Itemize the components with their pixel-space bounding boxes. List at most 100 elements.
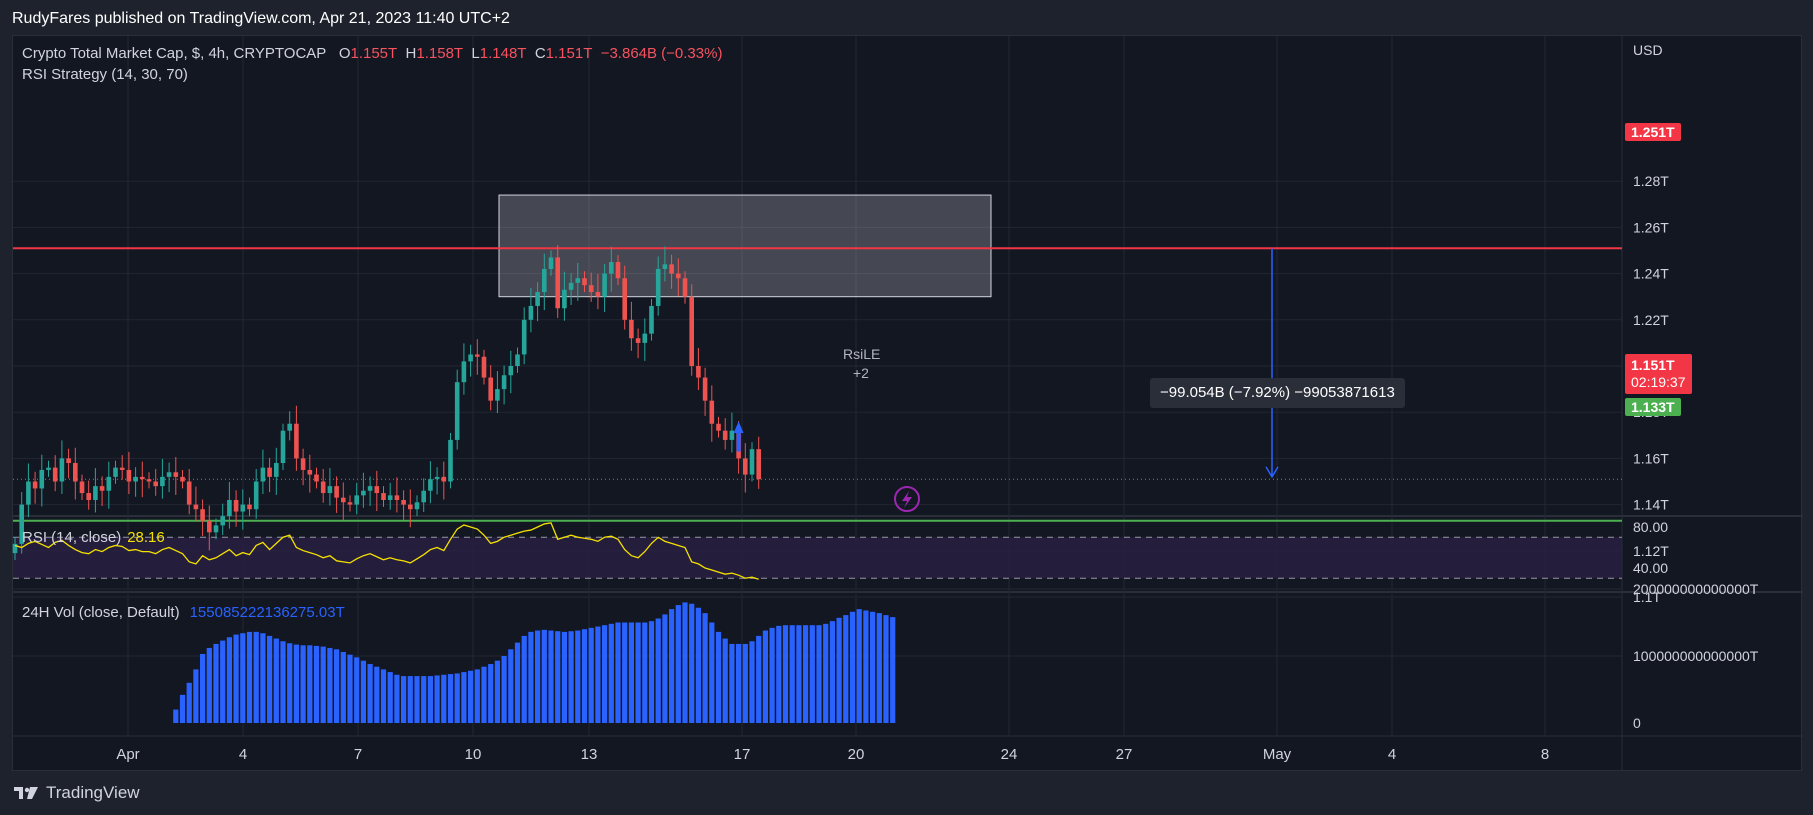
candle-body: [240, 504, 246, 512]
candle-body: [508, 366, 514, 376]
candle-body: [341, 497, 346, 503]
candle-body: [662, 264, 668, 269]
candle-body: [749, 449, 755, 475]
candle-body: [602, 273, 607, 297]
volume-bar: [514, 642, 521, 723]
candle-body: [26, 481, 31, 505]
candle-body: [756, 449, 761, 480]
rsi-value: 28.16: [127, 529, 165, 546]
volume-label[interactable]: 24H Vol (close, Default): [22, 604, 180, 621]
candle-body: [173, 472, 179, 477]
strategy-legend[interactable]: RSI Strategy (14, 30, 70): [22, 66, 188, 83]
candle-body: [334, 486, 339, 498]
tradingview-brand[interactable]: TradingView: [12, 783, 140, 803]
volume-bar: [749, 641, 755, 723]
time-tick-label: 4: [1388, 746, 1396, 763]
volume-bar: [367, 664, 373, 723]
volume-bar: [635, 622, 641, 723]
candle-body: [635, 338, 641, 343]
volume-bar: [575, 630, 581, 723]
volume-bar: [655, 618, 661, 723]
volume-bar: [622, 622, 628, 723]
volume-bar: [447, 674, 454, 723]
price-legend: Crypto Total Market Cap, $, 4h, CRYPTOCA…: [22, 45, 722, 62]
brand-label: TradingView: [46, 783, 140, 802]
candle-body: [253, 481, 259, 510]
candle-body: [52, 467, 58, 482]
volume-bar: [307, 645, 313, 723]
candle-body: [676, 273, 681, 279]
volume-bar: [816, 625, 822, 723]
candle-body: [133, 476, 138, 482]
symbol-label[interactable]: Crypto Total Market Cap, $, 4h, CRYPTOCA…: [22, 45, 327, 62]
volume-bar: [722, 638, 728, 723]
volume-bar: [213, 643, 219, 723]
close-label: C: [534, 45, 546, 62]
candle-body: [66, 458, 71, 464]
rsi-label[interactable]: RSI (14, close): [22, 529, 122, 546]
volume-bar: [742, 643, 748, 723]
candle-body: [548, 257, 554, 269]
candle-body: [595, 292, 601, 297]
volume-bar: [434, 675, 440, 723]
candle-body: [267, 467, 272, 477]
candle-body: [126, 469, 132, 482]
volume-bar: [541, 629, 547, 723]
volume-bar: [501, 656, 507, 723]
volume-bar: [407, 676, 413, 723]
resistance-price-tag: 1.251T: [1625, 123, 1681, 141]
open-label: O: [338, 45, 351, 62]
candle-body: [300, 458, 306, 470]
candle-body: [454, 382, 460, 440]
time-tick-label: 24: [1001, 746, 1018, 763]
volume-bar: [729, 643, 735, 723]
candle-body: [86, 493, 91, 500]
volume-bar: [340, 651, 346, 723]
publisher-bar: RudyFares published on TradingView.com, …: [0, 0, 1813, 38]
candle-body: [200, 509, 205, 521]
change-value: −3.864B (−0.33%): [600, 45, 723, 62]
candle-body: [434, 476, 440, 480]
volume-bar: [796, 625, 802, 723]
candle-body: [394, 495, 400, 500]
candle-body: [280, 430, 286, 464]
candle-body: [448, 439, 453, 482]
volume-bar: [186, 682, 192, 723]
candle-body: [582, 278, 587, 286]
candle-body: [555, 257, 560, 309]
candle-body: [655, 268, 661, 306]
volume-bar: [715, 631, 722, 723]
volume-bar: [528, 631, 534, 723]
candle-body: [387, 495, 393, 500]
volume-bar: [662, 614, 668, 723]
candle-body: [227, 499, 232, 517]
price-tick-label: 1.16T: [1633, 450, 1669, 466]
volume-bar: [267, 635, 273, 723]
volume-bar: [273, 638, 279, 723]
candle-body: [314, 474, 319, 482]
time-tick-label: 7: [354, 746, 362, 763]
lightning-icon-bolt: [902, 491, 912, 508]
candle-body: [99, 486, 105, 491]
candle-body: [615, 262, 621, 279]
price-tick-label: 1.14T: [1633, 497, 1669, 513]
candle-body: [521, 319, 527, 355]
candle-body: [361, 490, 366, 496]
candle-body: [354, 495, 359, 505]
candle-body: [79, 481, 85, 494]
volume-bar: [568, 631, 574, 723]
price-tick-label: 1.26T: [1633, 219, 1669, 235]
volume-bar: [327, 647, 333, 723]
candle-body: [153, 481, 158, 487]
close-value: 1.151T: [545, 45, 593, 62]
volume-value: 155085222136275.03T: [189, 604, 345, 621]
time-tick-label: May: [1263, 746, 1292, 763]
candle-body: [722, 430, 728, 440]
candle-body: [73, 463, 78, 482]
lightning-icon: [894, 486, 920, 512]
volume-tick-label: 200000000000000T: [1633, 581, 1759, 597]
currency-label[interactable]: USD: [1633, 42, 1663, 58]
time-tick-label: 20: [848, 746, 865, 763]
volume-bar: [347, 654, 353, 723]
